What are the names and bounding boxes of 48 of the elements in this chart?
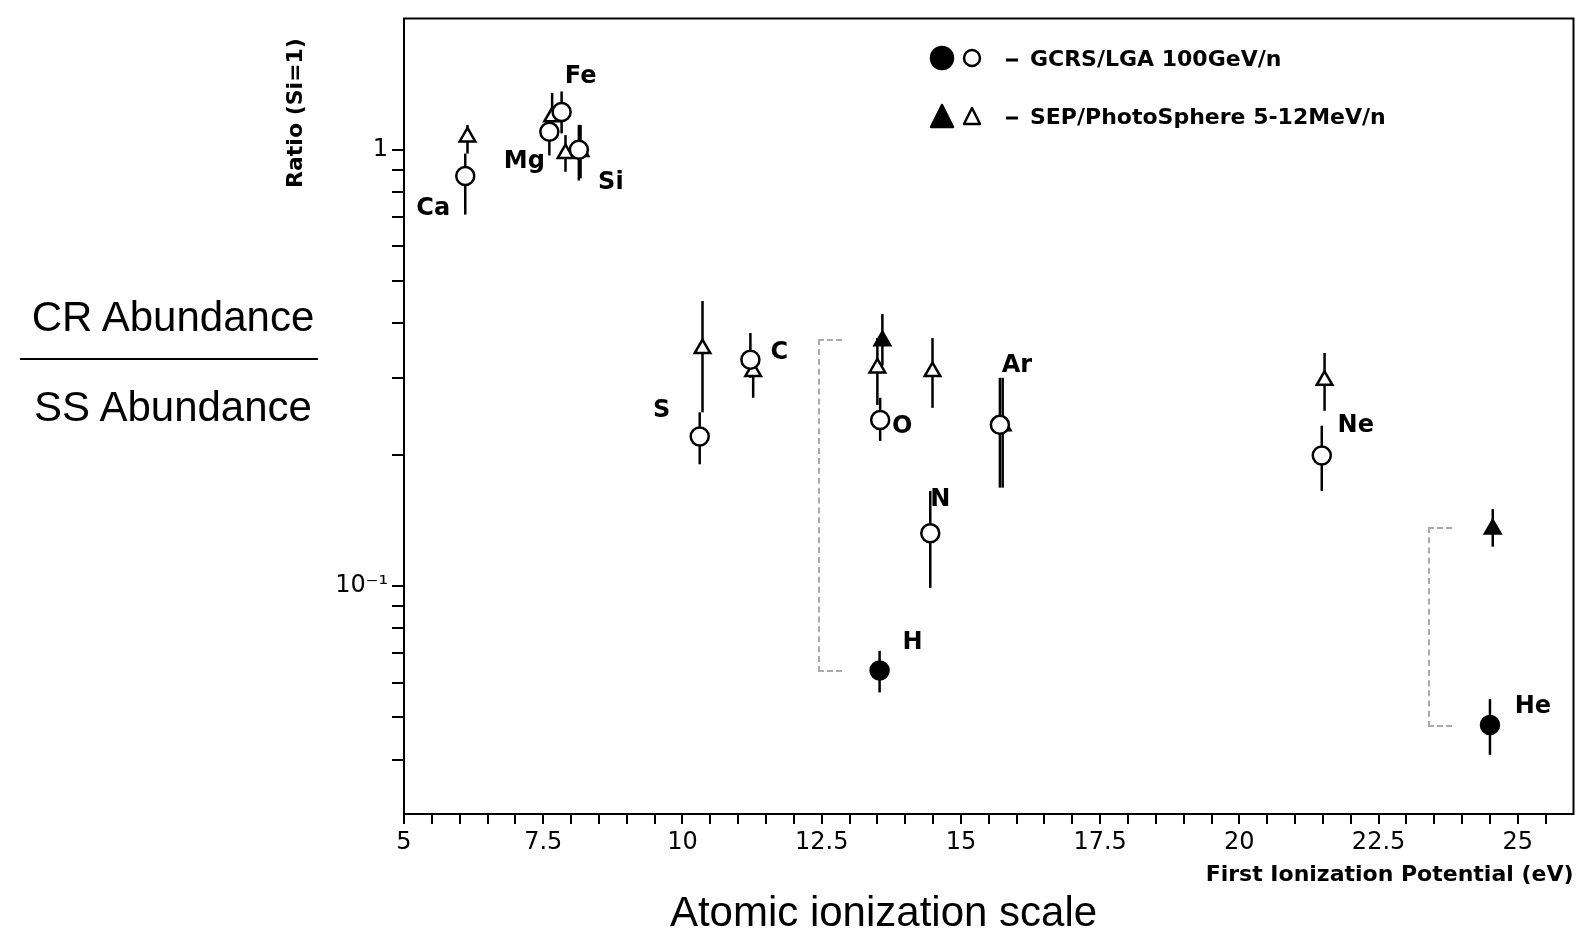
y-axis-title: Ratio (Si=1) xyxy=(281,38,307,189)
text: CR Abundance xyxy=(31,293,315,341)
annotation: S xyxy=(653,394,671,423)
x-tick-label: 5 xyxy=(396,826,412,855)
annotation: Fe xyxy=(564,61,597,90)
text: Atomic ionization scale xyxy=(669,888,1098,936)
annotation: Mg xyxy=(503,145,545,174)
point xyxy=(693,338,712,355)
point xyxy=(1311,445,1333,466)
point xyxy=(458,126,477,143)
annotation: Ar xyxy=(1001,350,1033,379)
point xyxy=(920,523,941,544)
x-tick-label: 10 xyxy=(667,826,698,855)
x-axis-title: First Ionization Potential (eV) xyxy=(1205,861,1574,886)
annotation: He xyxy=(1514,691,1552,720)
legend-label: SEP/PhotoSphere 5-12MeV/n xyxy=(1029,103,1386,129)
point xyxy=(1483,518,1502,535)
x-tick-label: 17.5 xyxy=(1073,826,1127,855)
annotation: H xyxy=(902,626,923,655)
point xyxy=(539,121,560,142)
point xyxy=(689,426,710,447)
point xyxy=(551,101,572,123)
x-tick-label: 15 xyxy=(945,826,977,855)
point xyxy=(869,409,891,431)
point xyxy=(923,361,942,378)
point xyxy=(869,660,890,681)
x-tick-label: 7.5 xyxy=(524,826,563,855)
point xyxy=(1315,370,1334,387)
point xyxy=(868,357,887,374)
annotation: Si xyxy=(598,166,624,195)
text: SS Abundance xyxy=(34,383,312,431)
annotation: O xyxy=(891,411,913,440)
point xyxy=(455,165,476,187)
point xyxy=(873,330,892,347)
legend-label: GCRS/LGA 100GeV/n xyxy=(1029,45,1282,71)
x-tick-label: 25 xyxy=(1502,826,1534,855)
annotation: Ne xyxy=(1337,409,1374,438)
annotation: Ca xyxy=(416,193,451,222)
annotation: C xyxy=(770,336,789,365)
y-tick-label: 10⁻¹ xyxy=(335,570,388,599)
point xyxy=(740,349,761,370)
point xyxy=(1479,714,1501,736)
x-tick-label: 12.5 xyxy=(794,826,849,855)
y-tick-label: 1 xyxy=(372,133,388,162)
x-tick-label: 22.5 xyxy=(1351,826,1406,855)
point xyxy=(989,414,1011,436)
annotation: N xyxy=(930,483,951,512)
x-tick-label: 20 xyxy=(1224,826,1255,855)
